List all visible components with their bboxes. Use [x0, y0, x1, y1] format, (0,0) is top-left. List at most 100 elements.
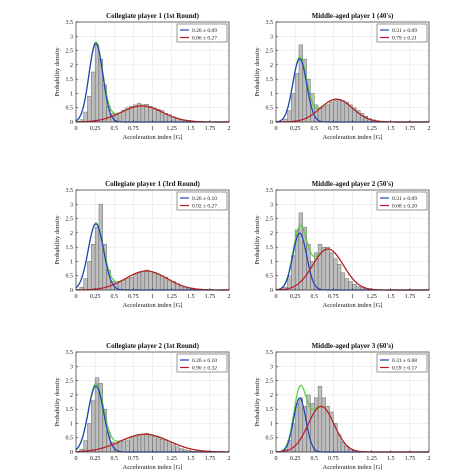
y-tick-label: 1	[70, 259, 73, 265]
histogram-bar	[175, 446, 180, 453]
histogram-bar	[314, 397, 319, 453]
x-tick-label: 1	[351, 456, 354, 462]
y-tick-label: 3	[70, 34, 73, 40]
x-tick-label: 1.5	[187, 294, 195, 300]
x-tick-label: 1.75	[405, 294, 416, 300]
histogram-bar	[287, 110, 292, 123]
x-tick-label: 1	[151, 126, 154, 132]
y-tick-label: 2.5	[66, 379, 74, 385]
x-tick-label: 0.5	[111, 456, 119, 462]
histogram-bar	[159, 438, 165, 453]
histogram-bar	[156, 274, 161, 291]
histogram-bar	[329, 101, 334, 123]
histogram-bar	[156, 437, 161, 453]
histogram-bar	[340, 100, 346, 123]
x-tick-label: 1.75	[205, 456, 216, 462]
y-tick-label: 0.5	[266, 274, 274, 280]
y-tick-label: 0	[70, 450, 73, 456]
histogram-bar	[321, 397, 326, 453]
chart-panel-4: 0 0.25 0.5 0.75 1 1.25 1.5 1.75 2 0 0.5 1 1.5 2 2.5 3 3.…	[254, 180, 431, 309]
x-tick-label: 0.5	[111, 126, 119, 132]
x-tick-label: 2	[228, 294, 231, 300]
histogram-bar	[121, 279, 126, 291]
legend: 0.31 ± 0.08 0.59 ± 0.17	[376, 353, 428, 373]
legend-box	[376, 23, 428, 43]
y-tick-label: 0	[70, 288, 73, 294]
y-tick-label: 1	[70, 91, 73, 97]
histogram-bar	[136, 434, 142, 453]
x-tick-label: 2	[228, 456, 231, 462]
histogram-bar	[129, 276, 134, 291]
histogram-bar	[333, 100, 338, 123]
y-tick-label: 3	[270, 202, 273, 208]
y-axis-label: Probability density	[254, 47, 261, 97]
y-tick-label: 2.5	[266, 217, 274, 223]
x-tick-label: 0.25	[290, 456, 301, 462]
y-tick-label: 3.5	[66, 20, 74, 26]
y-tick-label: 3.5	[66, 188, 74, 194]
y-tick-label: 3.5	[266, 20, 274, 26]
histogram-bar	[148, 106, 153, 123]
legend-box	[376, 353, 428, 373]
y-tick-label: 0.5	[266, 106, 274, 112]
x-tick-label: 0.75	[128, 456, 139, 462]
x-tick-label: 2	[428, 126, 431, 132]
y-tick-label: 0	[270, 120, 273, 126]
y-axis-label: Probability density	[54, 215, 61, 265]
x-tick-label: 0.5	[311, 456, 319, 462]
histogram-bar	[337, 98, 342, 123]
x-tick-label: 0.25	[290, 126, 301, 132]
x-tick-label: 0	[275, 456, 278, 462]
legend-label-2: 0.86 ± 0.27	[192, 36, 217, 42]
x-axis-label: Acceleration index [G]	[323, 464, 383, 471]
chart-title: Middle-aged player 1 (40's)	[312, 12, 394, 20]
histogram-bar	[152, 436, 157, 453]
y-tick-label: 3.5	[266, 188, 274, 194]
histogram-bar	[91, 400, 96, 453]
histogram-bar	[87, 423, 92, 453]
y-tick-label: 3	[270, 364, 273, 370]
histogram-bar	[140, 434, 146, 453]
histogram-bar	[94, 44, 100, 123]
histogram-bar	[148, 434, 153, 453]
histogram-bar	[291, 93, 296, 123]
chart-panel-1: 0 0.25 0.5 0.75 1 1.25 1.5 1.75 2 0 0.5 1 1.5 2 2.5 3 3.…	[54, 12, 231, 141]
y-tick-label: 1	[270, 259, 273, 265]
y-axis-label: Probability density	[54, 47, 61, 97]
y-tick-label: 0	[70, 120, 73, 126]
histogram-bar	[329, 252, 334, 291]
histogram-bar	[325, 104, 330, 123]
x-tick-label: 1.5	[187, 456, 195, 462]
x-tick-label: 0.5	[111, 294, 119, 300]
legend-label-1: 0.26 ± 0.09	[192, 28, 217, 34]
histogram-bar	[87, 96, 92, 123]
legend-label-2: 0.92 ± 0.27	[192, 204, 217, 210]
histogram-bar	[152, 272, 157, 291]
histogram-bar	[159, 275, 165, 291]
chart-title: Middle-aged player 2 (50's)	[312, 180, 394, 188]
histogram-bar	[344, 278, 349, 291]
y-tick-label: 0	[270, 288, 273, 294]
legend-label-2: 0.68 ± 0.20	[392, 204, 417, 210]
histogram-bar	[83, 111, 88, 123]
y-tick-label: 0.5	[66, 106, 74, 112]
y-tick-label: 2	[270, 63, 273, 69]
y-tick-label: 1.5	[66, 407, 74, 413]
histogram-bar	[337, 264, 342, 291]
x-tick-label: 2	[428, 456, 431, 462]
histogram-bar	[294, 73, 300, 123]
histogram-bar	[125, 439, 130, 453]
histogram-bar	[125, 278, 130, 291]
series-2-fit-curve	[75, 433, 229, 453]
x-tick-label: 0	[75, 294, 78, 300]
y-tick-label: 1	[270, 421, 273, 427]
legend-label-1: 0.31 ± 0.08	[392, 358, 417, 364]
y-tick-label: 0	[270, 450, 273, 456]
histogram-bar	[148, 271, 153, 291]
chart-panel-2: 0 0.25 0.5 0.75 1 1.25 1.5 1.75 2 0 0.5 1 1.5 2 2.5 3 3.…	[254, 12, 431, 141]
chart-title: Collegiate player 1 (1st Round)	[106, 12, 199, 20]
histogram-bar	[325, 246, 330, 291]
histogram-bar	[117, 112, 123, 123]
legend-label-1: 0.26 ± 0.10	[192, 196, 217, 202]
